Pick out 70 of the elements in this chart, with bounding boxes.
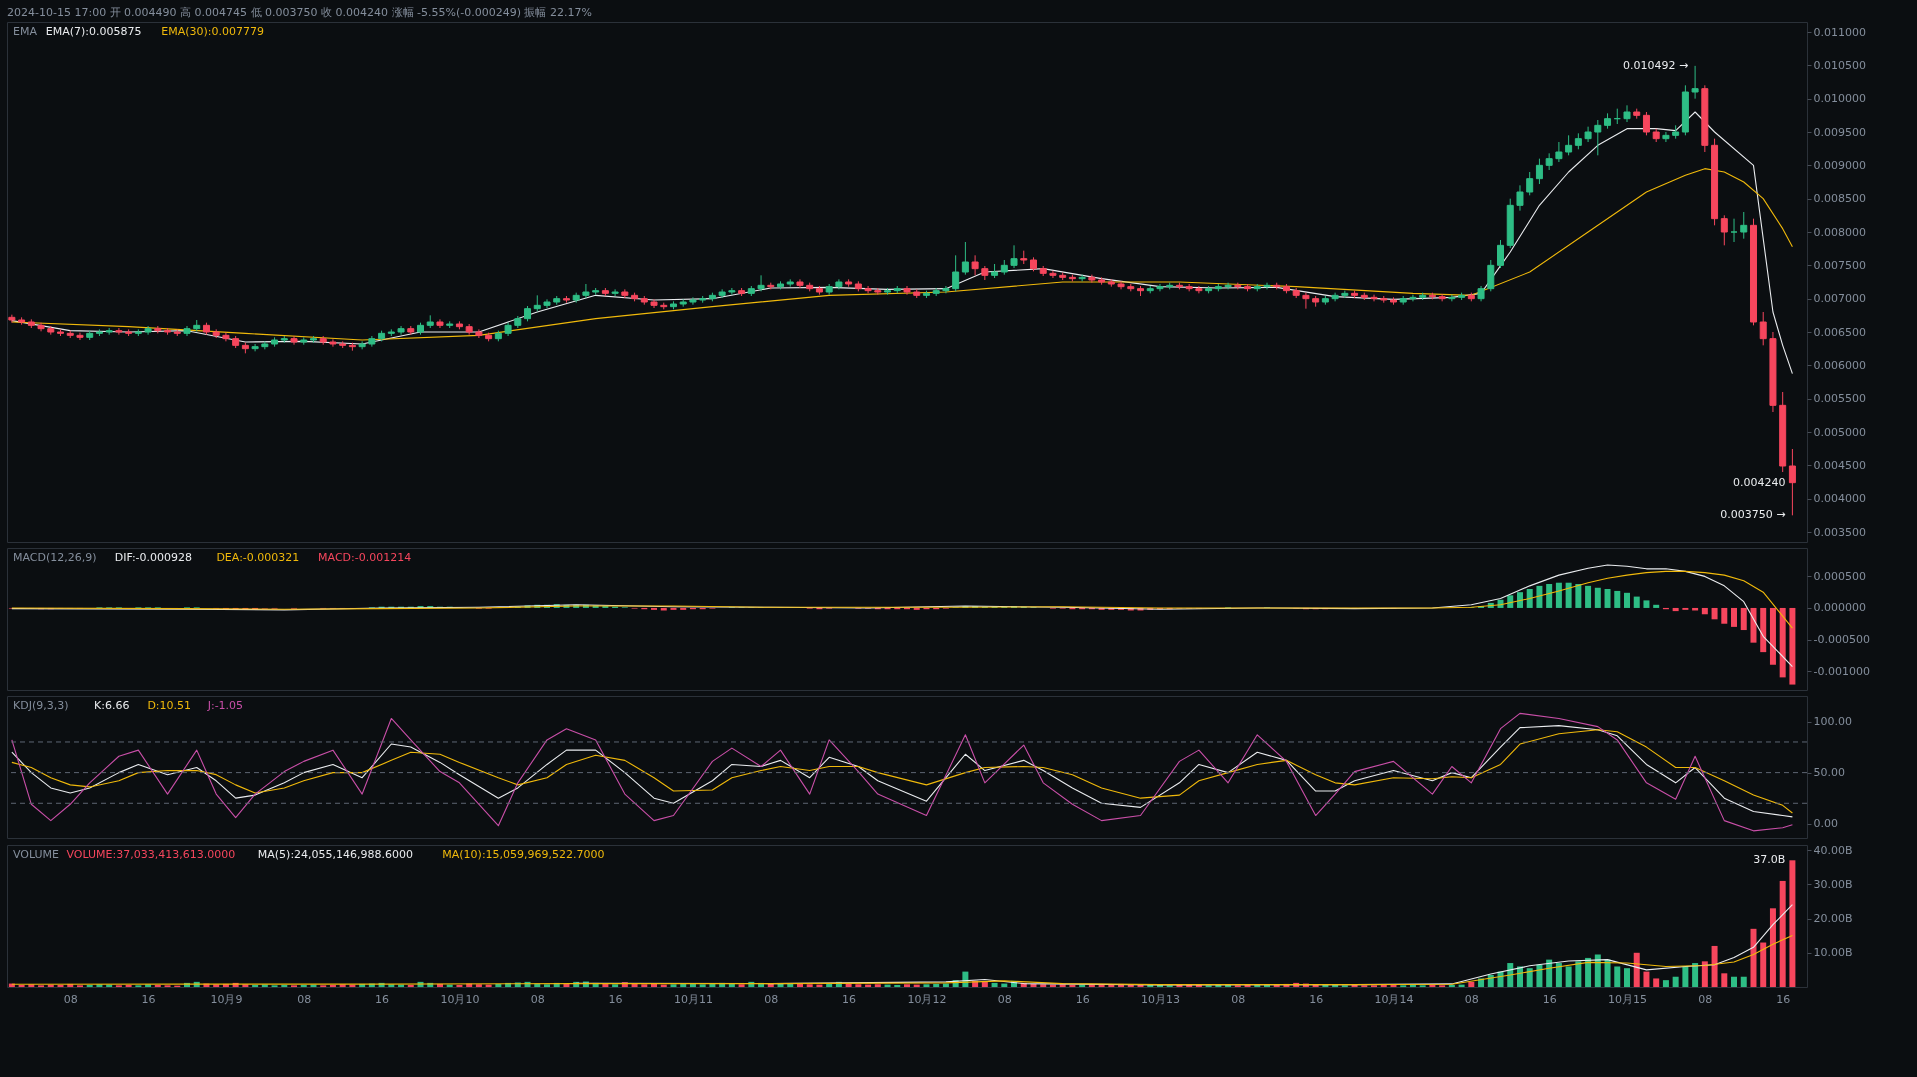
y-tick-label: 0.009500 <box>1813 125 1866 139</box>
y-tick-label: 10.00B <box>1813 946 1853 960</box>
text: DIF:-0.000928 <box>114 551 193 564</box>
y-tick-label: -0.001000 <box>1813 664 1870 678</box>
y-tick-label: 0.007000 <box>1813 292 1866 306</box>
text: MA(10):15,059,969,522.7000 <box>442 848 605 861</box>
y-tick-label: 0.010500 <box>1813 58 1866 72</box>
x-tick-label: 16 <box>1075 992 1090 1006</box>
x-tick-label: 08 <box>1231 992 1246 1006</box>
x-tick-label: 10月11 <box>673 992 713 1006</box>
x-tick-label: 16 <box>842 992 857 1006</box>
x-tick-label: 10月13 <box>1140 992 1180 1006</box>
y-tick-label: 0.00 <box>1813 817 1838 831</box>
legend-title: VOLUME <box>13 848 60 861</box>
x-tick-label: 10月14 <box>1374 992 1414 1006</box>
y-tick-label: 0.004000 <box>1813 492 1866 506</box>
x-tick-label: 08 <box>63 992 78 1006</box>
text: MA(5):24,055,146,988.6000 <box>257 848 414 861</box>
y-tick-label: 0.007500 <box>1813 258 1866 272</box>
y-tick-label: 0.003500 <box>1813 525 1866 539</box>
text: EMA(30):0.007779 <box>161 25 264 38</box>
x-tick-label: 16 <box>1542 992 1557 1006</box>
x-tick-label: 16 <box>375 992 390 1006</box>
y-tick-label: 0.008500 <box>1813 192 1866 206</box>
text: VOLUME:37,033,413,613.0000 <box>66 848 236 861</box>
x-tick-label: 08 <box>530 992 545 1006</box>
x-tick-label: 08 <box>1698 992 1713 1006</box>
y-tick-label: 0.010000 <box>1813 92 1866 106</box>
text: J:-1.05 <box>206 699 244 712</box>
y-tick-label: 0.006500 <box>1813 325 1866 339</box>
y-tick-label: 40.00B <box>1813 843 1853 857</box>
x-tick-label: 10月12 <box>907 992 947 1006</box>
x-tick-label: 10月9 <box>210 992 243 1006</box>
x-tick-label: 08 <box>997 992 1012 1006</box>
annotation: 0.010492 → <box>1622 58 1689 72</box>
annotation: 0.003750 → <box>1720 508 1786 522</box>
x-tick-label: 08 <box>764 992 779 1006</box>
x-tick-label: 16 <box>1776 992 1791 1006</box>
y-tick-label: 50.00 <box>1813 766 1845 780</box>
x-tick-label: 10月10 <box>440 992 480 1006</box>
x-tick-label: 08 <box>297 992 312 1006</box>
chart-title: 2024-10-15 17:00 开 0.004490 高 0.004745 低 0.003750 收 0.004240 涨幅 -5.55%(-0.000249) 振幅 22.17% <box>7 6 592 19</box>
y-tick-label: 100.00 <box>1813 715 1852 729</box>
y-tick-label: 0.000000 <box>1813 601 1866 615</box>
y-tick-label: 0.004500 <box>1813 458 1866 472</box>
text: MACD:-0.001214 <box>318 551 412 564</box>
legend-title: MACD(12,26,9) <box>13 551 97 564</box>
y-tick-label: 20.00B <box>1813 912 1853 926</box>
legend-title: KDJ(9,3,3) <box>13 699 69 712</box>
text: EMA(7):0.005875 <box>45 25 142 38</box>
x-tick-label: 16 <box>141 992 156 1006</box>
y-tick-label: 0.009000 <box>1813 158 1866 172</box>
text: D:10.51 <box>147 699 192 712</box>
y-tick-label: 0.011000 <box>1813 25 1866 39</box>
annotation: 37.0B <box>1753 853 1786 867</box>
x-tick-label: 16 <box>1309 992 1324 1006</box>
text: DEA:-0.000321 <box>216 551 300 564</box>
y-tick-label: 0.000500 <box>1813 569 1866 583</box>
y-tick-label: -0.000500 <box>1813 633 1870 647</box>
text: K:6.66 <box>94 699 130 712</box>
x-tick-label: 16 <box>608 992 623 1006</box>
x-tick-label: 08 <box>1464 992 1479 1006</box>
y-tick-label: 0.006000 <box>1813 358 1866 372</box>
y-tick-label: 30.00B <box>1813 877 1853 891</box>
annotation: 0.004240 <box>1732 475 1786 489</box>
y-tick-label: 0.005500 <box>1813 392 1866 406</box>
x-tick-label: 10月15 <box>1608 992 1647 1006</box>
y-tick-label: 0.005000 <box>1813 425 1866 439</box>
y-tick-label: 0.008000 <box>1813 225 1866 239</box>
legend-title: EMA <box>13 25 38 38</box>
